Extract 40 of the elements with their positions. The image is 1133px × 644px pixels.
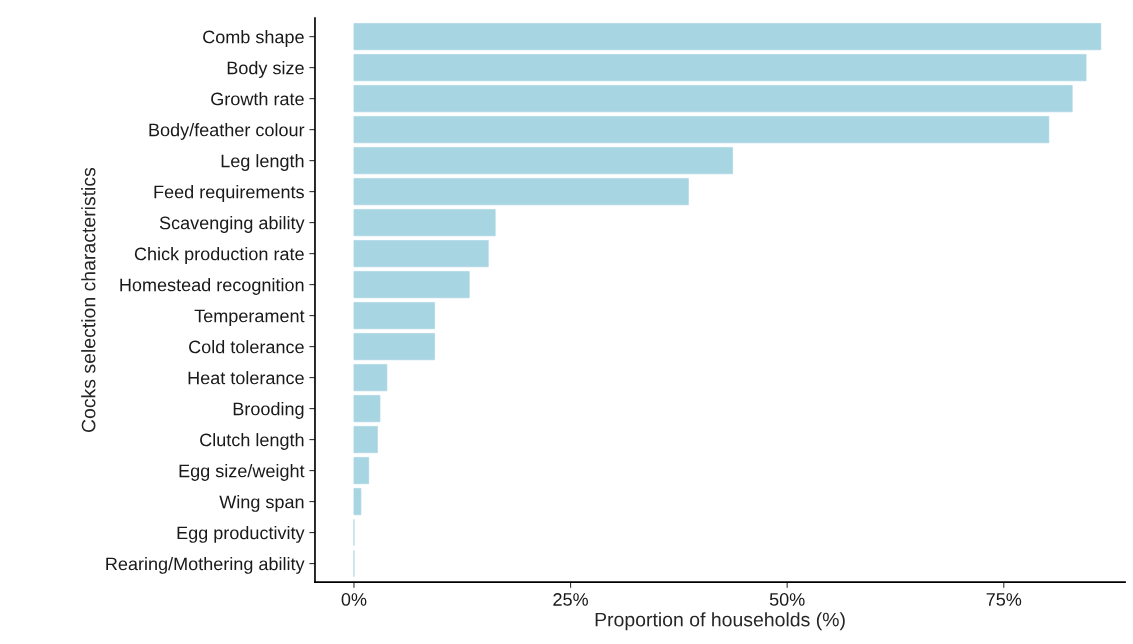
bar — [353, 178, 689, 206]
bar — [353, 85, 1073, 113]
bar — [353, 395, 381, 423]
y-tick-label: Feed requirements — [154, 185, 304, 202]
x-tick-label: 0% — [341, 593, 367, 606]
bar — [353, 333, 435, 361]
bar — [353, 488, 362, 516]
bar — [353, 364, 388, 392]
y-tick-label: Body size — [227, 61, 304, 78]
y-tick-label: Wing span — [219, 495, 304, 512]
y-tick-label: Body/feather colour — [149, 123, 305, 140]
y-tick-label: Clutch length — [200, 433, 304, 450]
y-tick-label: Homestead recognition — [120, 278, 304, 295]
x-tick-label: 25% — [553, 593, 588, 606]
bar — [353, 271, 470, 299]
y-axis-title: Cocks selection characteristics — [81, 167, 96, 433]
x-axis-title: Proportion of households (%) — [595, 612, 845, 631]
bar — [353, 116, 1050, 144]
x-tick-label: 75% — [986, 593, 1022, 606]
y-tick-label: Egg size/weight — [179, 464, 305, 481]
bar — [353, 147, 733, 175]
bar — [353, 54, 1087, 82]
y-tick-label: Egg productivity — [177, 526, 305, 543]
y-tick-label: Brooding — [233, 402, 304, 419]
bar — [353, 426, 378, 454]
bar — [353, 457, 370, 485]
y-tick-label: Scavenging ability — [159, 216, 305, 233]
bar — [353, 23, 1102, 51]
y-tick-label: Rearing/Mothering ability — [106, 557, 305, 574]
bar — [353, 240, 489, 268]
x-tick-label: 50% — [769, 593, 805, 606]
y-tick-label: Cold tolerance — [189, 340, 304, 354]
y-tick-label: Leg length — [221, 154, 304, 171]
y-tick-label: Comb shape — [203, 30, 304, 47]
y-tick-label: Heat tolerance — [188, 371, 304, 385]
bar — [353, 302, 435, 330]
y-tick-label: Growth rate — [211, 92, 304, 106]
y-tick-label: Temperament — [194, 309, 305, 326]
bar — [353, 209, 496, 237]
y-tick-label: Chick production rate — [134, 247, 304, 264]
